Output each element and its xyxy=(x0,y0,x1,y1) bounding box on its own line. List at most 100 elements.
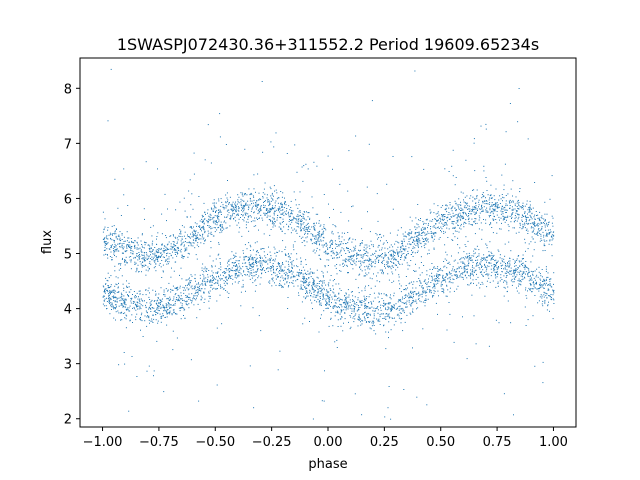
data-point xyxy=(494,265,496,267)
data-point xyxy=(240,205,242,206)
data-point xyxy=(442,279,444,281)
data-point xyxy=(418,278,420,279)
data-point xyxy=(358,249,359,251)
data-point xyxy=(138,271,140,273)
data-point xyxy=(457,252,459,254)
data-point xyxy=(330,275,332,276)
data-point xyxy=(534,233,536,235)
data-point xyxy=(344,312,346,314)
data-point xyxy=(328,291,330,293)
data-point xyxy=(126,246,128,248)
data-point xyxy=(519,227,521,229)
data-point xyxy=(399,312,401,314)
data-point xyxy=(503,206,505,208)
data-point xyxy=(422,291,424,293)
data-point xyxy=(165,303,167,305)
data-point xyxy=(519,265,521,267)
data-point xyxy=(441,231,442,233)
data-point xyxy=(390,294,391,296)
data-point xyxy=(504,243,506,245)
data-point xyxy=(471,271,473,273)
data-point xyxy=(177,253,179,254)
data-point xyxy=(247,274,248,276)
data-point xyxy=(444,279,446,281)
data-point xyxy=(142,264,144,266)
data-point xyxy=(481,206,482,208)
data-point xyxy=(252,256,254,258)
data-point xyxy=(105,241,106,243)
data-point xyxy=(357,297,359,299)
data-point xyxy=(480,222,482,224)
data-point xyxy=(199,225,201,227)
data-point xyxy=(204,284,206,286)
data-point xyxy=(519,224,521,226)
data-point xyxy=(363,250,365,251)
data-point xyxy=(375,333,377,335)
data-point xyxy=(124,303,126,305)
data-point xyxy=(419,274,421,276)
data-point xyxy=(392,262,394,264)
data-point xyxy=(541,228,543,230)
data-point xyxy=(424,238,426,240)
data-point xyxy=(155,258,157,260)
data-point xyxy=(234,203,236,205)
data-point xyxy=(203,292,205,293)
data-point xyxy=(313,222,315,224)
data-point xyxy=(249,265,251,267)
data-point xyxy=(120,297,122,299)
data-point xyxy=(189,281,191,283)
data-point xyxy=(203,268,205,270)
data-point xyxy=(312,207,314,209)
data-point xyxy=(324,251,326,253)
data-point xyxy=(199,277,201,279)
data-point xyxy=(222,288,224,290)
data-point xyxy=(155,293,157,295)
data-point xyxy=(430,233,432,234)
data-point xyxy=(495,264,497,266)
data-point xyxy=(120,264,121,266)
data-point xyxy=(275,284,277,286)
data-point xyxy=(123,243,125,244)
data-point xyxy=(309,219,311,220)
data-point xyxy=(381,298,383,299)
data-point xyxy=(425,290,427,292)
data-point xyxy=(308,285,310,287)
data-point xyxy=(247,256,249,258)
data-point xyxy=(539,284,541,286)
data-point xyxy=(552,238,554,240)
data-point xyxy=(194,238,196,239)
data-point xyxy=(216,222,218,224)
data-point xyxy=(471,294,473,296)
data-point xyxy=(109,232,111,234)
data-point xyxy=(277,215,278,216)
data-point xyxy=(144,242,146,244)
data-point xyxy=(179,250,181,252)
data-point xyxy=(463,262,465,264)
data-point xyxy=(351,257,353,259)
data-point xyxy=(463,201,465,203)
data-point xyxy=(429,286,431,288)
data-point xyxy=(412,302,414,303)
data-point xyxy=(530,270,532,272)
data-point xyxy=(252,257,254,259)
data-point xyxy=(359,300,361,302)
data-point xyxy=(330,312,332,313)
data-point xyxy=(235,270,237,272)
data-point xyxy=(125,299,127,301)
data-point xyxy=(107,280,109,282)
data-point xyxy=(328,259,330,261)
data-point xyxy=(488,262,490,264)
data-point xyxy=(490,258,492,259)
data-point xyxy=(552,291,554,293)
data-point xyxy=(234,273,236,275)
data-point xyxy=(188,253,190,255)
data-point xyxy=(303,228,305,230)
data-point xyxy=(264,212,266,214)
data-point xyxy=(460,191,462,193)
data-point xyxy=(328,298,330,300)
data-point xyxy=(354,247,356,249)
data-point xyxy=(360,262,362,264)
data-point xyxy=(544,282,546,284)
data-point xyxy=(199,235,201,237)
data-point xyxy=(250,246,252,248)
